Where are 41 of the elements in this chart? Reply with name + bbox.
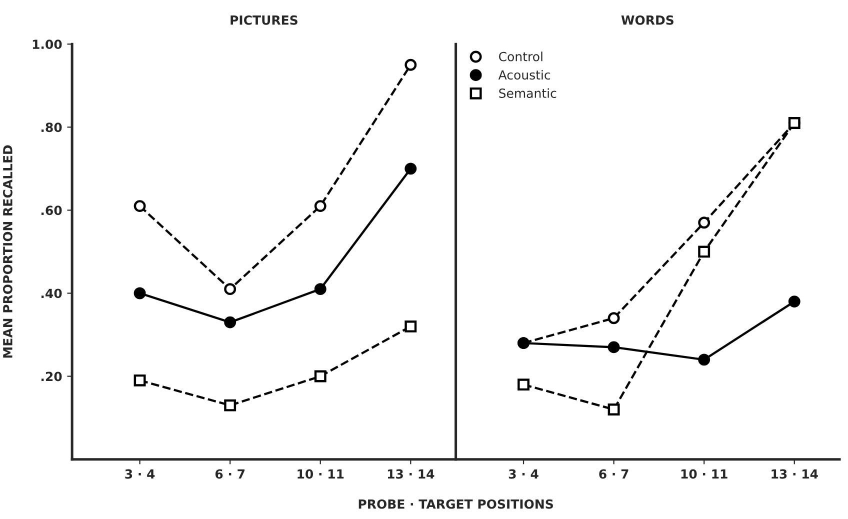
x-tick-label: 3 · 4 (125, 469, 155, 479)
point (314, 370, 326, 382)
point (608, 341, 620, 354)
x-tick-label: 6 · 7 (599, 469, 628, 479)
point (134, 200, 146, 212)
y-tick-label: .60 (41, 206, 62, 216)
point (788, 296, 800, 308)
legend-label: Acoustic (498, 70, 550, 80)
x-axis-title: PROBE · TARGET POSITIONS (358, 499, 553, 509)
x-tick-label: 13 · 14 (388, 469, 434, 479)
legend-label: Semantic (499, 88, 556, 98)
y-tick-label: .80 (41, 122, 62, 132)
point (404, 162, 417, 175)
x-tick-label: 3 · 4 (508, 469, 538, 479)
chart-title: PICTURES (230, 15, 298, 25)
point (224, 283, 236, 296)
point (404, 320, 417, 332)
point (314, 200, 326, 212)
point (698, 246, 710, 258)
point (134, 287, 146, 300)
point (518, 378, 530, 391)
point (608, 312, 620, 324)
y-tick-label: 1.00 (32, 40, 62, 50)
point (404, 58, 417, 71)
point (698, 216, 710, 229)
point (224, 316, 236, 328)
point (224, 399, 236, 412)
x-tick-label: 6 · 7 (215, 469, 245, 479)
x-tick-label: 13 · 14 (772, 469, 818, 479)
legend-label: Control (499, 52, 542, 62)
chart-title: WORDS (621, 15, 674, 25)
point (134, 374, 146, 386)
x-tick-label: 10 · 11 (681, 469, 728, 479)
point (608, 404, 620, 416)
point (698, 354, 710, 366)
x-tick-label: 10 · 11 (298, 469, 344, 479)
y-axis-title: MEAN PROPORTION RECALLED (2, 145, 12, 358)
point (314, 283, 326, 296)
y-tick-label: .40 (41, 288, 62, 298)
y-tick-label: .20 (41, 372, 62, 382)
point (788, 117, 800, 129)
